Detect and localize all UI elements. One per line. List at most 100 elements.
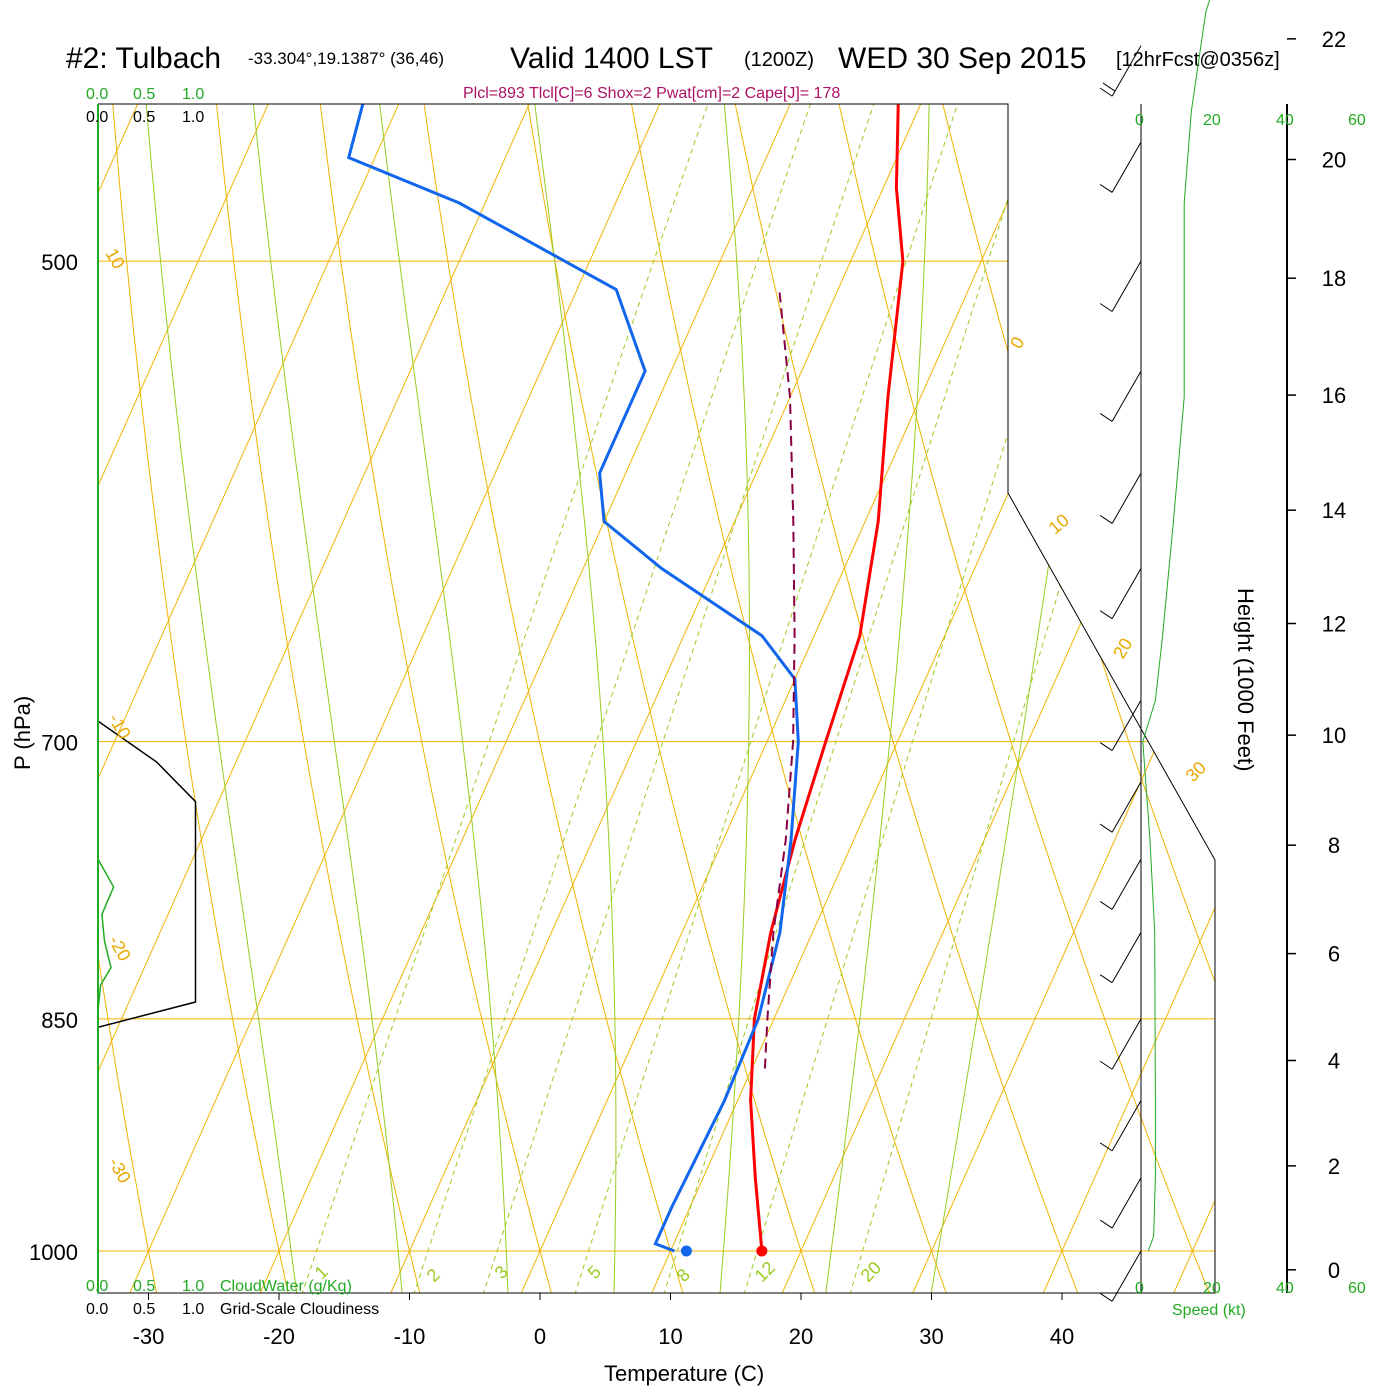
pressure-tick-1000: 1000 [29, 1240, 78, 1265]
cloudwater-line [98, 858, 115, 1011]
wind-barb-feather [1099, 1060, 1113, 1070]
wind-panel: 02468101214161820222426283032 [1099, 0, 1346, 1302]
isotherm-line [769, 104, 1215, 1293]
wind-barb-staff [1111, 568, 1142, 619]
moist-adiabat [110, 104, 301, 1293]
dry-adiabat [168, 104, 428, 1293]
speed-tick-top-0: 0 [1135, 112, 1144, 129]
wind-barb-feather [1099, 412, 1113, 422]
moist-adiabat [447, 104, 617, 1293]
dry-adiabat [695, 104, 1215, 1293]
mixing-ratio-line [655, 104, 1091, 1293]
speed-tick-top-3: 60 [1348, 112, 1366, 129]
temp-tick: 30 [919, 1324, 943, 1349]
height-tick-label: 2 [1328, 1154, 1340, 1179]
dry-adiabat-label: 10 [1045, 510, 1073, 538]
cloudiness-tick-top-2: 1.0 [182, 109, 204, 126]
wind-barb-staff [1111, 1018, 1142, 1070]
moist-adiabat [926, 104, 1184, 1293]
wind-barb-feather [1099, 823, 1113, 833]
cloudwater-tick-top-0: 0.0 [86, 86, 108, 103]
wind-barb-staff [1111, 260, 1142, 312]
cloudiness-tick-bottom-2: 1.0 [182, 1301, 204, 1318]
speed-tick-bottom-2: 40 [1276, 1280, 1294, 1297]
isotherm-line [98, 104, 771, 1293]
cloudwater-tick-top-1: 0.5 [133, 86, 155, 103]
wind-barb-staff [1111, 932, 1142, 983]
height-tick-label: 0 [1328, 1258, 1340, 1283]
dry-adiabat-label: 30 [1182, 758, 1210, 786]
dry-adiabat [870, 104, 1215, 1293]
mixing-ratio-line [292, 104, 765, 1293]
dry-adiabat [343, 104, 692, 1293]
mixing-ratio-line [735, 104, 1163, 1293]
surface-temperature-marker [756, 1245, 768, 1257]
height-tick-label: 16 [1322, 383, 1346, 408]
wind-barb-feather [1099, 1219, 1113, 1229]
wind-barb-feather [1099, 1142, 1113, 1152]
moist-adiabat [821, 104, 931, 1293]
height-tick-label: 18 [1322, 266, 1346, 291]
isotherm-line [98, 104, 118, 1293]
height-axis-title: Height (1000 Feet) [1233, 588, 1258, 771]
isotherm-line [377, 104, 1215, 1293]
cloudwater-label: CloudWater (g/Kg) [220, 1278, 352, 1295]
isotherm-line [899, 104, 1215, 1293]
speed-tick-top-1: 20 [1203, 112, 1221, 129]
speed-axis-label: Speed (kt) [1172, 1302, 1246, 1319]
wind-barb-feather [1099, 742, 1113, 752]
isotherm-line [116, 104, 1032, 1293]
valid-zulu: (1200Z) [744, 49, 814, 71]
wind-barb-staff [1111, 858, 1142, 910]
parcel-line [763, 289, 796, 1069]
isotherm-line [98, 104, 901, 1293]
mixing-ratio-line [404, 104, 866, 1293]
height-tick-label: 4 [1328, 1048, 1340, 1073]
dry-adiabat [98, 104, 295, 1293]
temp-tick: 20 [789, 1324, 813, 1349]
speed-tick-bottom-0: 0 [1135, 1280, 1144, 1297]
wind-barb-staff [1111, 141, 1142, 193]
wind-barb-feather [1099, 610, 1113, 620]
cloudwater-tick-bottom-1: 0.5 [133, 1278, 155, 1295]
wind-barb-feather [1099, 184, 1113, 193]
temp-tick: -20 [263, 1324, 295, 1349]
temp-tick: 10 [658, 1324, 682, 1349]
isotherm-line [98, 104, 249, 1293]
isotherm-line [98, 104, 379, 1293]
dry-adiabat [783, 104, 1215, 1293]
axis-labels: 100-10-20-301020301235812202503004005007… [29, 245, 1210, 1349]
wind-barb-feather [1099, 1292, 1113, 1302]
dry-adiabat [1134, 104, 1215, 1293]
dry-adiabat [1310, 0, 1400, 1321]
cloudwater-tick-bottom-2: 1.0 [182, 1278, 204, 1295]
wind-barb-staff [1111, 45, 1142, 97]
height-tick-label: 10 [1322, 723, 1346, 748]
height-tick-label: 20 [1322, 147, 1346, 172]
mixing-ratio-label: 5 [584, 1262, 605, 1283]
surface-dewpoint-marker [680, 1245, 692, 1257]
height-tick-label: 8 [1328, 833, 1340, 858]
sounding-profiles [98, 104, 983, 1257]
forecast-info: [12hrFcst@0356z] [1116, 49, 1280, 71]
temp-tick: 0 [534, 1324, 546, 1349]
isotherm-line [1030, 104, 1215, 1293]
station-coords: -33.304°,19.1387° (36,46) [248, 49, 444, 68]
height-tick-label: 12 [1322, 612, 1346, 637]
moist-adiabat [631, 104, 750, 1293]
dry-adiabat [958, 104, 1215, 1293]
wind-barb-feather [1099, 303, 1113, 312]
cloudiness-label: Grid-Scale Cloudiness [220, 1301, 379, 1318]
mixing-ratio-label: 3 [491, 1262, 512, 1283]
dry-adiabat-label: 20 [1109, 635, 1136, 662]
wind-barb-staff [1111, 1100, 1142, 1152]
height-tick-label: 14 [1322, 498, 1346, 523]
isotherm-line [508, 104, 1215, 1293]
isotherm-line [1160, 104, 1215, 1293]
wind-barb-staff [1111, 370, 1142, 422]
wind-barb-feather [1099, 900, 1113, 910]
sounding-params: Plcl=893 Tlcl[C]=6 Shox=2 Pwat[cm]=2 Cap… [463, 85, 840, 102]
cloudiness-tick-bottom-0: 0.0 [86, 1301, 108, 1318]
dry-adiabat [519, 104, 957, 1293]
